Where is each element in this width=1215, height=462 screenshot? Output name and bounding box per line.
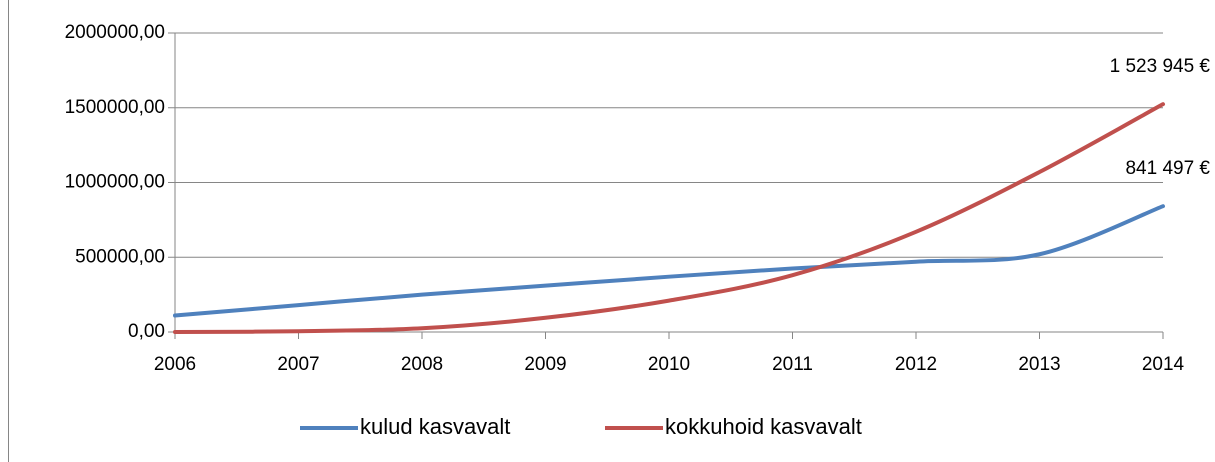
data-label: 841 497 € — [1125, 158, 1210, 179]
legend-label: kulud kasvavalt — [360, 414, 510, 439]
x-tick-label: 2006 — [154, 354, 196, 375]
x-tick-label: 2014 — [1142, 354, 1185, 375]
x-tick-label: 2010 — [648, 354, 690, 375]
x-tick-label: 2008 — [401, 354, 443, 375]
legend-label: kokkuhoid kasvavalt — [665, 414, 862, 439]
data-label: 1 523 945 € — [1110, 56, 1211, 77]
y-tick-label: 0,00 — [128, 321, 165, 342]
x-tick-label: 2011 — [772, 354, 813, 375]
series-line — [173, 204, 1165, 318]
series-line — [173, 102, 1165, 334]
x-tick-label: 2009 — [524, 354, 566, 375]
x-tick-label: 2012 — [895, 354, 937, 375]
y-tick-label: 1000000,00 — [65, 172, 165, 193]
x-tick-label: 2007 — [277, 354, 319, 375]
x-tick-label: 2013 — [1018, 354, 1060, 375]
y-tick-label: 1500000,00 — [65, 97, 165, 118]
y-tick-label: 2000000,00 — [65, 22, 165, 43]
y-tick-label: 500000,00 — [75, 246, 165, 267]
chart-frame — [8, 0, 9, 462]
